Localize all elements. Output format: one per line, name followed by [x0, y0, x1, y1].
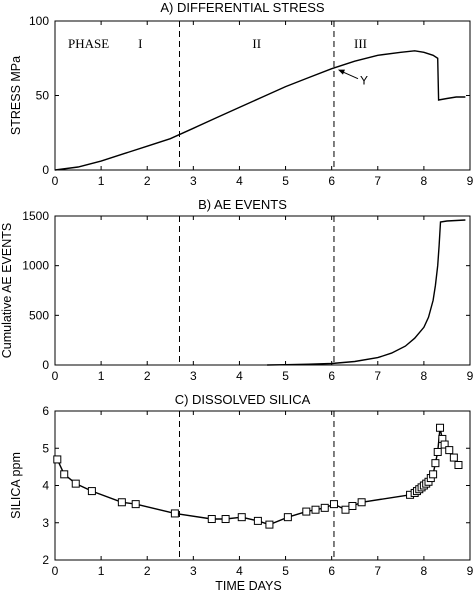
data-point [60, 470, 69, 479]
y-tick-label: 1500 [22, 209, 49, 223]
data-point [117, 498, 126, 507]
y-tick-label: 0 [42, 358, 49, 372]
data-point [283, 513, 292, 522]
data-point [436, 423, 445, 432]
x-tick-label: 5 [282, 174, 289, 188]
data-point [237, 513, 246, 522]
chart-panel-3: C) DISSOLVED SILICA 0 1 2 3 4 5 6 7 8 9 2 3 4 5 6 SILICA… [9, 392, 474, 593]
data-point [454, 461, 463, 470]
y-tick-label: 3 [42, 516, 49, 530]
data-point [440, 440, 449, 449]
data-point [429, 470, 438, 479]
y-axis-label: SILICA ppm [9, 452, 23, 519]
data-point [320, 503, 329, 512]
phase-numeral: III [354, 36, 367, 51]
plot-frame [54, 410, 471, 561]
y-tick-label: 1000 [22, 259, 49, 273]
data-point [170, 509, 179, 518]
data-point [329, 500, 338, 509]
data-point [87, 487, 96, 496]
data-point [253, 516, 262, 525]
y-tick-label: 2 [42, 553, 49, 567]
series-line [267, 219, 466, 366]
y-tick-label: 100 [29, 14, 49, 28]
data-point [357, 498, 366, 507]
y-tick-label: 50 [36, 89, 50, 103]
x-tick-label: 9 [467, 369, 474, 383]
plot-frame [54, 215, 471, 366]
x-tick-label: 2 [144, 564, 151, 578]
data-point [265, 520, 274, 529]
x-tick-label: 3 [190, 369, 197, 383]
x-tick-label: 4 [236, 174, 243, 188]
x-tick-label: 5 [282, 369, 289, 383]
x-tick-label: 7 [374, 369, 381, 383]
x-tick-label: 1 [98, 369, 105, 383]
x-tick-label: 3 [190, 564, 197, 578]
x-tick-label: 6 [328, 564, 335, 578]
series-line [56, 427, 460, 526]
data-point [53, 455, 62, 464]
x-tick-label: 3 [190, 174, 197, 188]
data-point [445, 446, 454, 455]
x-tick-label: 2 [144, 369, 151, 383]
chart-title: C) DISSOLVED SILICA [175, 392, 311, 407]
x-axis-label: TIME DAYS [215, 579, 281, 593]
x-tick-label: 9 [467, 174, 474, 188]
data-point [207, 515, 216, 524]
data-point [71, 479, 80, 488]
y-tick-label: 0 [42, 163, 49, 177]
chart-title: B) AE EVENTS [198, 197, 287, 212]
y-tick-label: 6 [42, 404, 49, 418]
series-line [54, 50, 466, 171]
phase-numeral: II [252, 36, 261, 51]
x-tick-label: 0 [52, 564, 59, 578]
x-tick-label: 7 [374, 174, 381, 188]
x-tick-label: 0 [52, 369, 59, 383]
x-tick-label: 0 [52, 174, 59, 188]
data-point [431, 459, 440, 468]
phase-numeral: I [138, 36, 142, 51]
x-tick-label: 8 [421, 369, 428, 383]
data-point [433, 447, 442, 456]
y-tick-label: 5 [42, 441, 49, 455]
data-point [341, 505, 350, 514]
data-point [221, 515, 230, 524]
x-tick-label: 7 [374, 564, 381, 578]
chart-title: A) DIFFERENTIAL STRESS [160, 0, 325, 15]
plot-frame [54, 20, 471, 171]
data-point [302, 507, 311, 516]
data-point [311, 505, 320, 514]
x-tick-label: 6 [328, 369, 335, 383]
y-axis-label: Cumulative AE EVENTS [0, 223, 14, 358]
x-tick-label: 1 [98, 564, 105, 578]
chart-panel-2: B) AE EVENTS 0 1 2 3 4 5 6 7 8 9 0 500 1000 1500 Cumula… [0, 197, 474, 383]
chart-panel-1: A) DIFFERENTIAL STRESS 0 1 2 3 4 5 6 7 8 9 0 50 100 ST… [9, 0, 474, 188]
x-tick-label: 8 [421, 174, 428, 188]
data-point [449, 453, 458, 462]
x-tick-label: 2 [144, 174, 151, 188]
annotation-arrowhead [337, 69, 345, 75]
annotation-label: Y [360, 74, 368, 88]
x-tick-label: 4 [236, 369, 243, 383]
data-point [131, 500, 140, 509]
phase-label: PHASE [68, 36, 109, 51]
y-axis-label: STRESS MPa [9, 56, 23, 135]
x-tick-label: 1 [98, 174, 105, 188]
data-point [348, 501, 357, 510]
y-tick-label: 500 [29, 308, 49, 322]
x-tick-label: 5 [282, 564, 289, 578]
x-tick-label: 8 [421, 564, 428, 578]
x-tick-label: 6 [328, 174, 335, 188]
y-tick-label: 4 [42, 479, 49, 493]
x-tick-label: 4 [236, 564, 243, 578]
x-tick-label: 9 [467, 564, 474, 578]
